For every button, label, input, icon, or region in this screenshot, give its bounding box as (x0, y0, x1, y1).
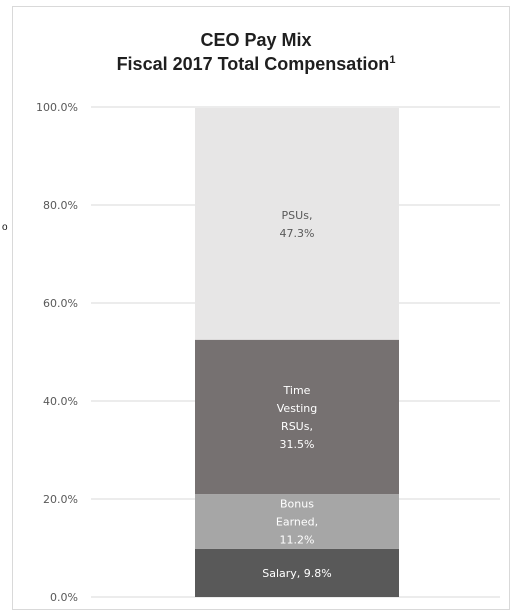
bar-segment (195, 339, 399, 495)
data-label: Salary, 9.8% (262, 567, 332, 580)
chart-title-line1: CEO Pay Mix (200, 30, 312, 50)
chart-title: CEO Pay Mix Fiscal 2017 Total Compensati… (0, 28, 512, 76)
data-label: Earned, (276, 516, 318, 529)
y-tick-label: 20.0% (43, 493, 78, 506)
y-tick-label: 60.0% (43, 297, 78, 310)
bar-segment (195, 548, 399, 597)
chart-title-footnote-marker: 1 (389, 54, 396, 66)
data-label: Vesting (277, 402, 318, 415)
chart-title-line2: Fiscal 2017 Total Compensation1 (0, 52, 512, 76)
data-labels: Salary, 9.8% Bonus Earned, 11.2% Time Vesting… (262, 209, 332, 580)
y-tick-label: 80.0% (43, 199, 78, 212)
y-tick-label: 100.0% (36, 101, 78, 114)
y-tick-label: 40.0% (43, 395, 78, 408)
data-label: RSUs, (281, 420, 313, 433)
data-label: 47.3% (280, 227, 315, 240)
bar-segment (195, 494, 399, 549)
y-axis-ticks: 0.0% 20.0% 40.0% 60.0% 80.0% 100.0% (36, 101, 78, 604)
data-label: Bonus (280, 498, 314, 511)
bar-segments (195, 107, 399, 597)
side-mark: o (2, 222, 8, 233)
data-label: Time (283, 384, 311, 397)
y-tick-label: 0.0% (50, 591, 78, 604)
bar-segment (195, 107, 399, 340)
chart-title-text: Fiscal 2017 Total Compensation (116, 54, 390, 74)
data-label: 11.2% (280, 534, 315, 547)
data-label: 31.5% (280, 438, 315, 451)
data-label: PSUs, (282, 209, 313, 222)
